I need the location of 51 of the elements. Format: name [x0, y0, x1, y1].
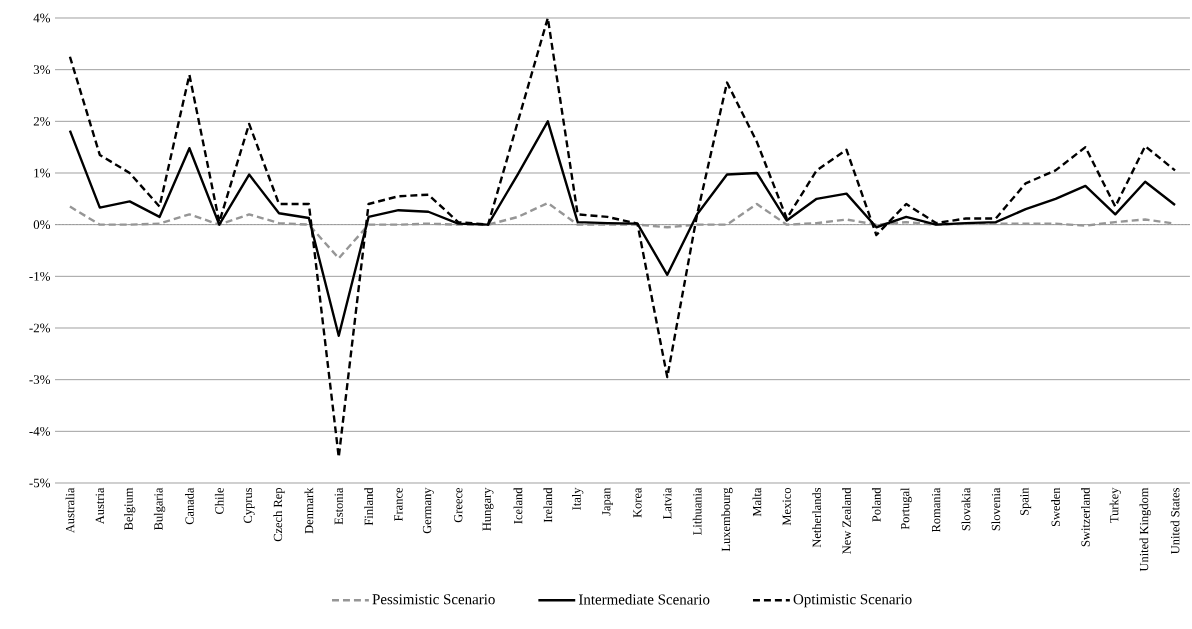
x-tick-label: United Kingdom	[1139, 487, 1151, 572]
x-tick-label: Estonia	[334, 487, 343, 525]
x-tick-label: Slovenia	[991, 487, 1001, 531]
y-tick-label: -1%	[29, 271, 51, 281]
x-tick-label: Japan	[602, 487, 613, 516]
x-tick-label: Ireland	[543, 487, 553, 523]
y-tick-label: 4%	[33, 13, 51, 23]
x-tick-label: Mexico	[782, 487, 791, 526]
x-tick-label: Latvia	[663, 487, 672, 519]
legend-label: Pessimistic Scenario	[372, 594, 495, 605]
x-tick-label: Malta	[752, 487, 762, 517]
x-tick-label: France	[394, 487, 403, 522]
x-tick-label: Poland	[871, 487, 881, 522]
y-tick-label: -2%	[29, 323, 51, 333]
y-tick-label: 1%	[34, 168, 51, 178]
x-tick-label: Australia	[65, 487, 75, 534]
x-tick-label: Iceland	[513, 487, 523, 524]
x-tick-label: Slovakia	[961, 487, 971, 531]
x-tick-label: Korea	[633, 487, 642, 518]
x-tick-label: Chile	[214, 487, 224, 514]
y-tick-label: 2%	[33, 116, 51, 126]
x-tick-label: Netherlands	[812, 487, 821, 548]
x-tick-label: Turkey	[1109, 487, 1121, 523]
x-tick-label: Italy	[572, 487, 584, 510]
x-tick-label: Portugal	[900, 487, 912, 530]
legend-label: Intermediate Scenario	[578, 594, 710, 605]
x-tick-label: Greece	[454, 487, 463, 523]
x-tick-label: Lithuania	[692, 487, 702, 535]
x-tick-label: Czech Rep	[273, 488, 285, 542]
x-tick-label: Hungary	[482, 487, 494, 531]
x-tick-label: Germany	[422, 487, 434, 534]
x-tick-label: Spain	[1020, 487, 1032, 516]
x-tick-label: Denmark	[304, 487, 314, 534]
y-tick-label: 3%	[33, 65, 51, 75]
x-tick-label: Luxembourg	[721, 487, 733, 552]
y-tick-label: -5%	[29, 478, 51, 488]
x-tick-label: New Zealand	[842, 487, 851, 554]
y-tick-label: -4%	[29, 426, 51, 436]
x-tick-label: Switzerland	[1081, 487, 1090, 547]
x-tick-label: Romania	[931, 487, 941, 533]
y-tick-label: 0%	[33, 220, 51, 230]
x-tick-label: Bulgaria	[153, 487, 166, 531]
legend-label: Optimistic Scenario	[793, 594, 912, 608]
x-tick-label: Canada	[185, 487, 194, 525]
x-tick-label: Belgium	[124, 487, 136, 531]
x-tick-label: Austria	[95, 487, 104, 525]
x-tick-label: United States	[1170, 487, 1180, 554]
y-tick-label: -3%	[29, 375, 51, 385]
x-tick-label: Sweden	[1051, 487, 1060, 527]
x-tick-label: Finland	[364, 487, 373, 526]
x-tick-label: Cyprus	[243, 487, 255, 523]
